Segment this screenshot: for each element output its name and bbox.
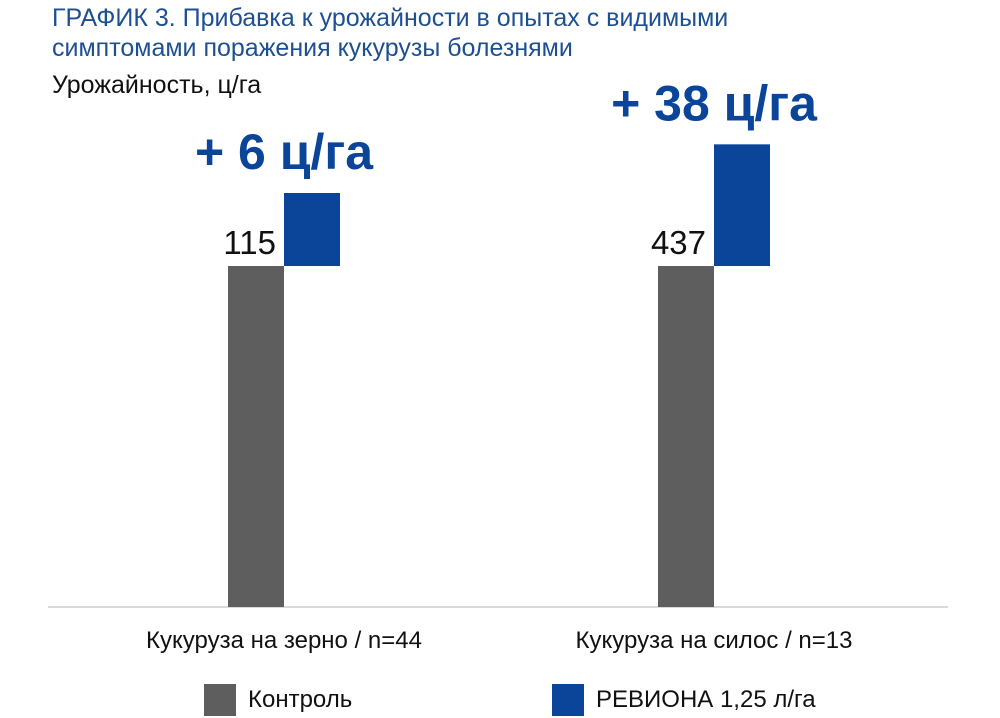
legend-item-treatment: РЕВИОНА 1,25 л/га bbox=[552, 684, 816, 716]
legend-swatch-treatment bbox=[552, 684, 584, 716]
chart-title: ГРАФИК 3. Прибавка к урожайности в опыта… bbox=[52, 3, 952, 63]
chart-title-line1: ГРАФИК 3. Прибавка к урожайности в опыта… bbox=[52, 4, 729, 32]
bar-treatment-0 bbox=[284, 193, 340, 266]
bar-control-0 bbox=[228, 266, 284, 607]
bar-treatment-1 bbox=[714, 144, 770, 266]
legend-swatch-control bbox=[204, 684, 236, 716]
data-label-1: 437 bbox=[651, 224, 706, 261]
y-axis-label: Урожайность, ц/га bbox=[52, 71, 262, 99]
bar-control-1 bbox=[658, 266, 714, 607]
category-label-0: Кукуруза на зерно / n=44 bbox=[146, 627, 422, 654]
data-label-0: 115 bbox=[223, 224, 276, 261]
bar-chart: 115 + 6 ц/га Кукуруза на зерно / n=44 437 + … bbox=[48, 75, 948, 654]
increase-annotation-0: + 6 ц/га bbox=[195, 124, 374, 180]
legend-label-treatment: РЕВИОНА 1,25 л/га bbox=[596, 686, 816, 713]
increase-annotation-1: + 38 ц/га bbox=[611, 75, 818, 131]
legend-item-control: Контроль bbox=[204, 684, 352, 716]
legend-label-control: Контроль bbox=[248, 686, 353, 713]
chart-title-line2: симптомами поражения кукурузы болезнями bbox=[52, 34, 573, 62]
category-label-1: Кукуруза на силос / n=13 bbox=[576, 627, 853, 654]
